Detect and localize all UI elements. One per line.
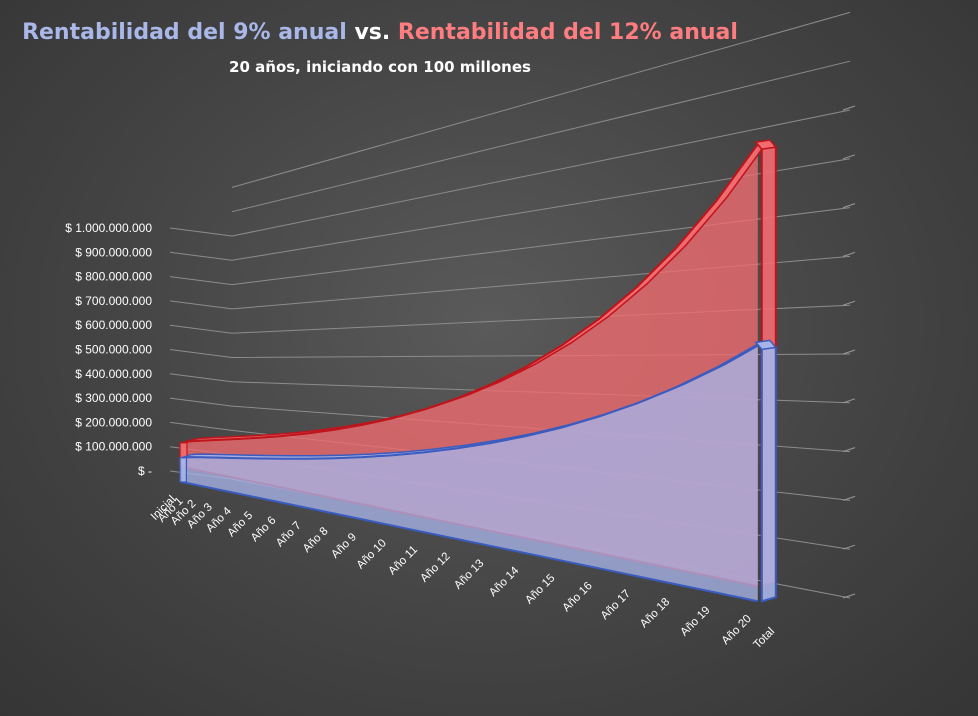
gridline xyxy=(169,109,851,237)
x-tick-label: Año 12 xyxy=(418,550,452,584)
y-tick-label: $ 900.000.000 xyxy=(75,245,152,259)
y-tick-label: $ 300.000.000 xyxy=(75,391,152,405)
x-tick-label: Año 15 xyxy=(523,572,557,606)
y-tick-label: $ 400.000.000 xyxy=(75,367,152,381)
series-9-start-cap xyxy=(179,457,188,483)
x-tick-label: Año 10 xyxy=(355,537,389,571)
right-tick xyxy=(842,495,856,501)
series-9-total-bar-top xyxy=(754,339,778,351)
right-tick xyxy=(842,154,856,160)
gridline xyxy=(169,207,851,286)
y-tick-label: $ 700.000.000 xyxy=(75,294,152,308)
y-tick-label: $ 200.000.000 xyxy=(75,415,152,429)
series-12-total-bar-top xyxy=(754,139,778,150)
x-tick-label: Año 16 xyxy=(560,580,594,614)
y-tick-label: $ 800.000.000 xyxy=(75,270,152,284)
series-9-line xyxy=(181,343,759,460)
y-tick-label: $ 500.000.000 xyxy=(75,343,152,357)
right-tick xyxy=(842,398,856,404)
right-tick xyxy=(842,203,856,209)
chart-title: Rentabilidad del 9% anual vs. Rentabilid… xyxy=(0,20,760,45)
right-tick xyxy=(842,593,856,599)
gridline xyxy=(169,158,851,261)
title-vs: vs. xyxy=(354,20,391,45)
y-axis-labels: $ - $ 100.000.000 $ 200.000.000 $ 300.000.0… xyxy=(65,221,152,478)
series-9-total-bar xyxy=(760,343,777,603)
series-9-base xyxy=(181,481,758,603)
gridline xyxy=(231,60,851,213)
x-tick-label: Año 7 xyxy=(274,520,304,550)
x-tick-label: Año 18 xyxy=(638,596,672,630)
x-tick-label: Total xyxy=(751,626,777,652)
title-series-9: Rentabilidad del 9% anual xyxy=(22,20,347,45)
title-series-12: Rentabilidad del 12% anual xyxy=(397,20,738,45)
x-tick-label: Año 19 xyxy=(678,604,712,638)
right-tick xyxy=(842,251,856,257)
right-tick xyxy=(842,349,856,355)
x-tick-label: Año 20 xyxy=(720,613,754,647)
x-tick-label: Año 8 xyxy=(301,525,331,555)
right-tick xyxy=(842,300,856,306)
y-tick-label: $ 600.000.000 xyxy=(75,318,152,332)
x-tick-label: Año 11 xyxy=(386,544,420,578)
series-12-line xyxy=(181,143,759,444)
y-tick-label: $ 1.000.000.000 xyxy=(65,221,152,235)
x-tick-label: Año 9 xyxy=(329,531,359,561)
y-tick-label: $ - xyxy=(138,464,152,478)
x-tick-label: Año 14 xyxy=(487,564,522,599)
gridline xyxy=(169,255,851,310)
series-blue-area xyxy=(179,339,778,603)
gridline xyxy=(231,11,851,188)
x-tick-label: Año 17 xyxy=(599,588,633,622)
x-tick-label: Año 13 xyxy=(452,557,486,591)
right-tick xyxy=(842,544,856,550)
right-tick xyxy=(842,447,856,453)
y-tick-label: $ 100.000.000 xyxy=(75,440,152,454)
right-tick xyxy=(842,105,856,111)
series-9-face xyxy=(182,344,758,602)
chart-subtitle: 20 años, iniciando con 100 millones xyxy=(229,58,531,76)
